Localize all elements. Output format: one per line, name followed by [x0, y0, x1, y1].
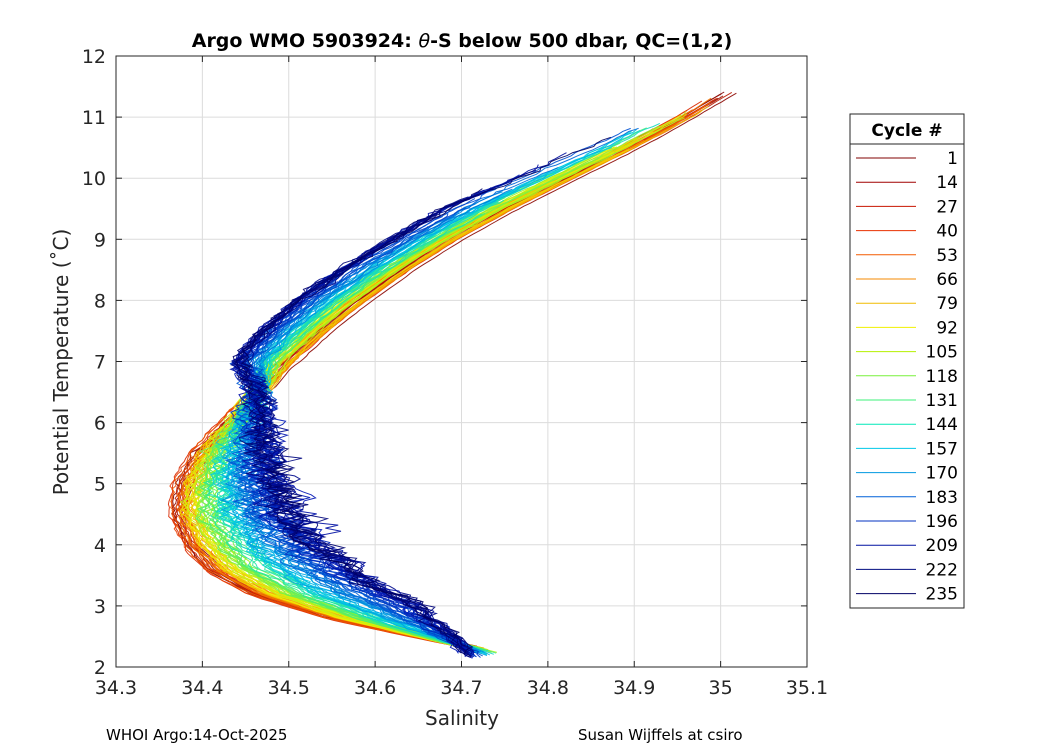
grid — [115, 55, 808, 668]
legend-label: 27 — [936, 197, 958, 217]
legend-label: 14 — [936, 173, 958, 193]
x-tick-label: 34.9 — [613, 677, 655, 699]
legend-label: 144 — [926, 415, 958, 435]
legend-entries: 1 14 27 40 53 66 79 92 105 118 131 144 157 170 183 196 2… — [856, 149, 958, 605]
legend-label: 79 — [936, 294, 958, 314]
legend-label: 209 — [926, 536, 958, 556]
y-tick-label: 5 — [94, 474, 106, 496]
x-axis-label: Salinity — [425, 706, 499, 730]
title-prefix: Argo WMO 5903924: — [192, 30, 419, 52]
y-tick-label: 3 — [94, 596, 106, 618]
x-tick-label: 34.6 — [354, 677, 396, 699]
y-tick-label: 2 — [94, 657, 106, 679]
legend-label: 40 — [936, 222, 958, 242]
y-tick-label: 7 — [94, 352, 106, 374]
x-tick-label: 35 — [709, 677, 733, 699]
title-suffix: -S below 500 dbar, QC=(1,2) — [430, 30, 732, 52]
legend-label: 131 — [926, 391, 958, 411]
axis-ticks: 34.3 34.4 34.5 34.6 34.7 34.8 34.9 35 35.1 2 3 4 5 6 7… — [82, 46, 828, 699]
profile-line — [238, 245, 473, 659]
legend-label: 66 — [936, 270, 958, 290]
title-theta: θ — [418, 30, 430, 52]
y-tick-label: 6 — [94, 413, 106, 435]
legend-label: 235 — [926, 585, 958, 605]
legend-label: 183 — [926, 488, 958, 508]
profile-line — [185, 92, 737, 647]
legend-label: 1 — [947, 149, 958, 169]
legend: Cycle # 1 14 27 40 53 66 79 92 105 118 131 144 157 17… — [849, 113, 965, 609]
footer-right: Susan Wijffels at csiro — [578, 726, 743, 744]
y-tick-label: 8 — [94, 290, 106, 312]
footer-left: WHOI Argo:14-Oct-2025 — [106, 726, 288, 744]
legend-label: 170 — [926, 464, 958, 484]
legend-label: 105 — [926, 343, 958, 363]
legend-label: 118 — [926, 367, 958, 387]
x-tick-label: 34.7 — [440, 677, 482, 699]
legend-label: 157 — [926, 439, 958, 459]
x-tick-label: 34.8 — [527, 677, 569, 699]
y-tick-label: 12 — [82, 46, 106, 68]
legend-label: 196 — [926, 512, 958, 532]
legend-label: 53 — [936, 246, 958, 266]
legend-label: 222 — [926, 560, 958, 580]
x-tick-label: 35.1 — [786, 677, 828, 699]
x-tick-label: 34.3 — [95, 677, 137, 699]
profile-line — [239, 136, 612, 654]
legend-box — [849, 113, 965, 609]
legend-label: 92 — [936, 318, 958, 338]
chart-title: Argo WMO 5903924: θ-S below 500 dbar, QC… — [192, 30, 733, 52]
y-tick-label: 4 — [94, 535, 106, 557]
legend-title: Cycle # — [871, 121, 942, 141]
x-tick-label: 34.5 — [268, 677, 310, 699]
y-tick-label: 10 — [82, 168, 106, 190]
y-axis-label: Potential Temperature (˚C) — [49, 229, 73, 496]
profile-lines — [167, 91, 737, 659]
x-tick-label: 34.4 — [181, 677, 223, 699]
y-tick-label: 9 — [94, 229, 106, 251]
y-tick-label: 11 — [82, 107, 106, 129]
